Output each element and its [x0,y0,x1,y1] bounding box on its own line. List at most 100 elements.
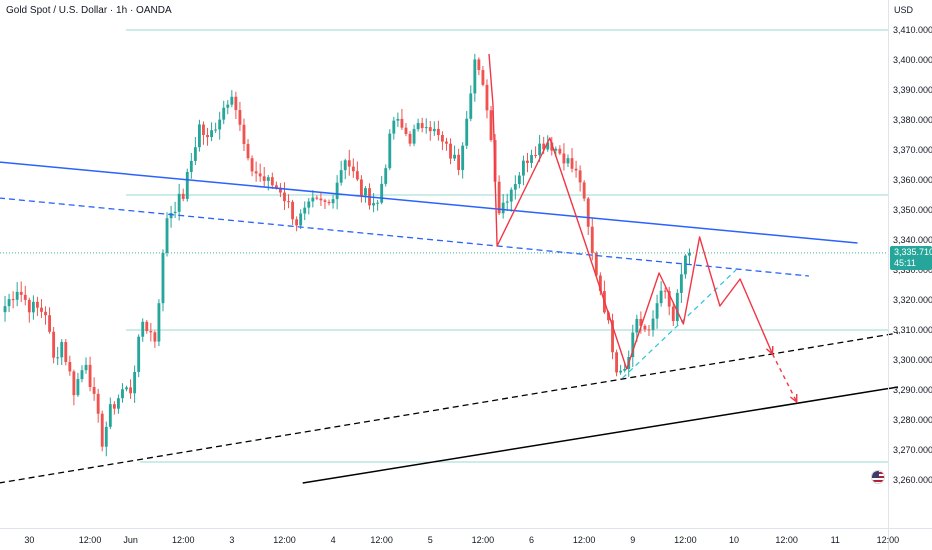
candle-body [679,274,683,293]
candle-body [76,379,80,396]
candle-body [590,226,594,253]
time-tick-label: 12:00 [273,535,296,545]
candle-body [392,120,396,134]
candle-body [509,189,513,202]
candle-body [242,124,246,145]
black-solid-support-line [302,386,899,484]
price-tick-label: 3,270.000 [893,445,932,455]
candle-body [44,311,47,316]
candle-body [485,84,489,111]
candle-body [84,364,88,371]
candle-body [481,70,485,85]
candle-body [7,299,11,307]
candle-body [141,321,145,337]
candle-body [303,207,307,214]
us-flag-graphic [872,471,884,483]
candle-body [534,155,537,157]
candle-body [279,187,282,193]
candle-body [226,104,230,108]
candle-body [355,171,359,180]
candle-body [526,160,529,163]
candle-body [121,389,124,399]
candle-body [319,198,323,201]
candle-body [566,158,570,164]
candle-body [299,213,303,226]
candle-body [469,93,473,119]
price-tick-label: 3,310.000 [893,325,932,335]
candle-body [266,177,270,181]
price-tick-label: 3,410.000 [893,25,932,35]
candle-body [574,168,578,171]
candle-body [234,96,238,111]
candle-body [198,124,201,148]
candle-body [331,199,335,204]
candle-body [202,124,205,135]
drawn-trendlines [0,53,899,484]
candle-body [11,299,15,301]
candle-body [238,110,242,125]
candle-body [647,329,651,331]
candle-body [542,143,546,150]
candle-body [688,252,691,256]
candle-body [675,292,679,322]
candle-body [230,96,234,105]
candle-body [639,318,643,326]
time-tick-label: 4 [331,535,336,545]
candle-body [465,118,469,146]
candle-body [497,181,501,214]
candle-body [667,291,671,307]
price-tick-label: 3,380.000 [893,115,932,125]
candle-body [339,170,343,183]
price-tick-label: 3,400.000 [893,55,932,65]
time-tick-label: 12:00 [775,535,798,545]
blue-dashed-trendline [0,197,809,277]
candle-body [92,386,96,394]
candle-body [611,320,614,353]
horizontal-levels [0,29,888,463]
candle-body [441,135,444,142]
time-tick-label: 12:00 [573,535,596,545]
candle-body [457,154,461,170]
candle-body [52,331,56,358]
candle-body [372,203,375,206]
candle-body [420,123,424,129]
price-tick-label: 3,370.000 [893,145,932,155]
candle-body [554,148,558,151]
price-tick-label: 3,300.000 [893,355,932,365]
candle-body [445,141,448,144]
time-tick-label: 5 [428,535,433,545]
candle-body [189,160,193,172]
candle-body [210,130,213,138]
blue-resistance-trendline [0,161,858,244]
candle-body [558,148,562,154]
black-dashed-support-line [0,332,899,484]
candle-body [663,290,667,292]
candle-body [489,110,493,141]
candle-body [623,368,627,371]
currency-label[interactable]: USD [894,5,914,15]
candle-body [351,166,355,172]
time-tick-label: 3 [229,535,234,545]
teal-dashed-rising-line [622,269,737,379]
candle-body [161,252,165,304]
candle-body [214,129,218,131]
candle-body [501,202,505,214]
candle-body [376,202,380,204]
candle-body [218,119,222,130]
candle-body [582,182,586,199]
price-tick-label: 3,280.000 [893,415,932,425]
candle-body [112,404,116,409]
us-flag-icon[interactable] [871,470,885,484]
time-tick-label: 12:00 [877,535,900,545]
candle-body [104,426,108,447]
candle-body [3,306,7,313]
candle-body [416,123,420,130]
candle-body [311,197,315,202]
candle-body [671,306,675,322]
candle-body [598,275,602,292]
chart-title: Gold Spot / U.S. Dollar · 1h · OANDA [6,5,172,16]
candle-body [453,154,456,159]
candle-body [335,182,339,200]
